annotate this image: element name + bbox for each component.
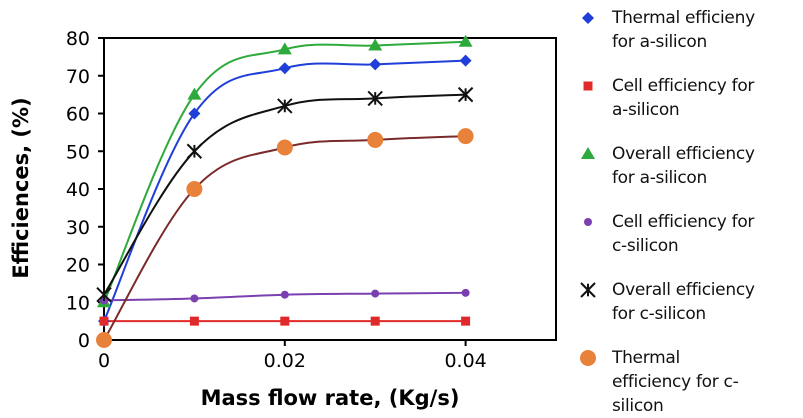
legend-marker-shape: [581, 147, 595, 159]
legend-label-line: for a-silicon: [612, 168, 707, 188]
data-point-series-1: [278, 62, 291, 75]
data-point-series-3: [368, 38, 383, 51]
legend-label-line: for a-silicon: [612, 32, 707, 52]
legend-item: Overall efficiency for c-silicon: [578, 278, 797, 326]
y-tick-label: 50: [66, 141, 90, 163]
data-point-series-2: [370, 316, 380, 326]
x-tick-label: 0: [98, 350, 110, 372]
legend-marker-icon: [584, 218, 592, 226]
data-point-series-4: [280, 290, 289, 299]
legend-label-line: Thermal: [612, 348, 680, 368]
data-point-series-5: [96, 286, 112, 303]
legend-item: Thermal efficiency for c-silicon: [578, 346, 797, 418]
legend-marker-shape: [584, 218, 592, 226]
y-tick-label: 20: [66, 255, 90, 277]
data-point-series-6: [186, 181, 203, 197]
legend-label-line: silicon: [612, 396, 664, 416]
data-point-series-4: [371, 289, 380, 298]
trendline-series-3: [103, 40, 466, 303]
data-point-series-3: [187, 87, 202, 100]
y-tick-label: 10: [66, 292, 90, 314]
y-axis-title: Efficiences, (%): [9, 97, 33, 278]
data-point-series-5: [367, 90, 383, 107]
chart-svg: 0 10 20 30 40 50 60 70 80 0 0.02 0.04 Mass flow rat…: [9, 28, 557, 410]
x-axis-title: Mass flow rate, (Kg/s): [201, 386, 460, 410]
data-point-series-2: [99, 316, 109, 326]
data-point-series-3: [277, 42, 292, 55]
legend-label-line: for c-silicon: [612, 304, 706, 324]
data-point-series-4: [461, 288, 470, 297]
legend-label-line: c-silicon: [612, 236, 679, 256]
data-point-series-6: [367, 131, 384, 148]
legend-marker-icon: [583, 81, 593, 91]
data-point-series-1: [459, 54, 472, 67]
legend-label: Thermal efficieny for a-silicon: [612, 6, 797, 54]
legend-label-line: Thermal efficieny: [612, 8, 755, 28]
legend-label-line: Cell efficiency for: [612, 76, 755, 96]
legend-label: Thermal efficiency for c-silicon: [612, 346, 797, 418]
legend-label: Overall efficiency for a-silicon: [612, 142, 797, 190]
legend-marker-shape: [582, 12, 594, 24]
data-point-series-3: [458, 34, 473, 47]
y-tick-label: 0: [78, 330, 90, 352]
data-point-series-6: [96, 332, 112, 348]
trendline-series-1: [103, 59, 466, 322]
legend-label-line: Overall efficiency: [612, 280, 755, 300]
data-point-series-2: [280, 316, 290, 326]
x-tick-label: 0.02: [264, 350, 306, 372]
legend-marker-shape: [583, 81, 593, 91]
y-tick-label: 80: [66, 28, 90, 50]
x-tick-label: 0.04: [444, 350, 486, 372]
legend-item: Thermal efficieny for a-silicon: [578, 6, 797, 54]
legend-label: Cell efficiency for c-silicon: [612, 210, 797, 258]
legend-label-line: efficiency for c-: [612, 372, 739, 392]
legend-item: Cell efficiency for c-silicon: [578, 210, 797, 258]
data-point-series-6: [457, 128, 474, 145]
legend-label: Overall efficiency for c-silicon: [612, 278, 797, 326]
data-point-series-5: [186, 143, 203, 159]
legend-marker-shape: [580, 282, 596, 298]
legend-label-line: Cell efficiency for: [612, 212, 755, 232]
data-point-series-5: [457, 86, 474, 103]
data-point-series-5: [277, 98, 293, 114]
legend-marker-shape: [580, 350, 596, 366]
legend-label-line: a-silicon: [612, 100, 680, 120]
legend-marker-icon: [582, 12, 594, 24]
legend-item: Overall efficiency for a-silicon: [578, 142, 797, 190]
y-tick-label: 30: [66, 217, 90, 239]
trendline-series-6: [103, 135, 466, 341]
y-tick-label: 60: [66, 104, 90, 126]
data-point-series-2: [189, 316, 199, 326]
data-markers: [96, 34, 474, 348]
legend-marker-icon: [580, 350, 596, 366]
legend-label: Cell efficiency for a-silicon: [612, 74, 797, 122]
legend-marker-icon: [580, 282, 596, 298]
y-tick-label: 40: [66, 179, 90, 201]
data-point-series-6: [276, 139, 293, 156]
trendline-series-5: [103, 93, 466, 296]
data-point-series-1: [369, 58, 382, 71]
data-point-series-4: [190, 294, 199, 303]
legend-item: Cell efficiency for a-silicon: [578, 74, 797, 122]
legend-label-line: Overall efficiency: [612, 144, 755, 164]
data-point-series-1: [188, 107, 201, 120]
axes: 0 10 20 30 40 50 60 70 80 0 0.02 0.04: [66, 28, 557, 372]
y-tick-label: 70: [66, 66, 90, 88]
legend-marker-icon: [581, 147, 595, 159]
data-point-series-2: [461, 316, 471, 326]
